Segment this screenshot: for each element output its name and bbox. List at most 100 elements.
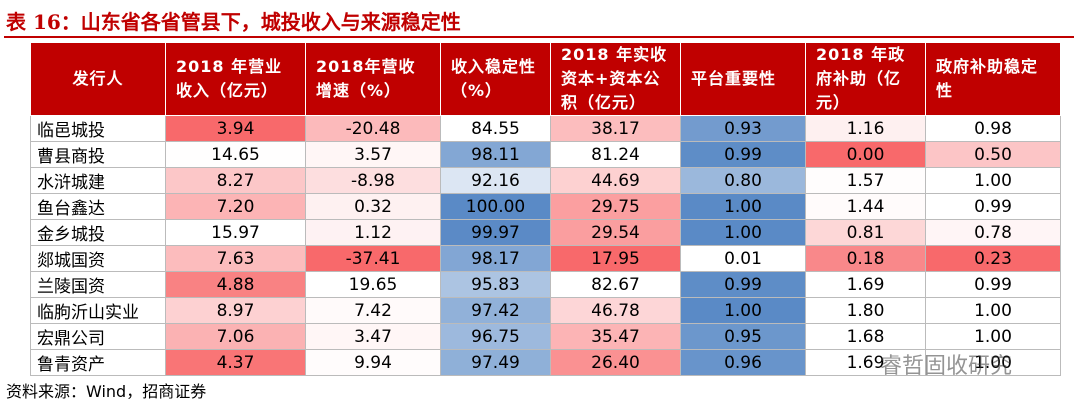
table-row: 曹县商投 14.65 3.57 98.11 81.24 0.99 0.00 0.50 bbox=[30, 141, 1061, 168]
watermark: 睿哲固收研究 bbox=[880, 354, 1013, 379]
issuer-cell: 郯城国资 bbox=[30, 245, 166, 272]
source: 资料来源：Wind，招商证券 bbox=[6, 382, 207, 401]
issuer-cell: 兰陵国资 bbox=[30, 271, 166, 298]
value-cell: 0.96 bbox=[680, 349, 806, 376]
issuer-cell: 宏鼎公司 bbox=[30, 323, 166, 350]
value-cell: 96.75 bbox=[440, 323, 551, 350]
header-cell: 2018 年营业收入（亿元） bbox=[165, 42, 306, 116]
value-cell: 0.01 bbox=[680, 245, 806, 272]
value-cell: 1.00 bbox=[680, 193, 806, 220]
value-cell: 97.42 bbox=[440, 297, 551, 324]
value-cell: 97.49 bbox=[440, 349, 551, 376]
header-cell: 发行人 bbox=[30, 42, 166, 116]
value-cell: 0.95 bbox=[680, 323, 806, 350]
value-cell: 98.11 bbox=[440, 141, 551, 168]
title-rule bbox=[4, 36, 1074, 38]
value-cell: 1.00 bbox=[925, 323, 1061, 350]
value-cell: 100.00 bbox=[440, 193, 551, 220]
header-row: 发行人 2018 年营业收入（亿元） 2018年营收增速（%） 收入稳定性（%） 201… bbox=[30, 42, 1061, 116]
value-cell: 1.69 bbox=[805, 271, 926, 298]
value-cell: 35.47 bbox=[550, 323, 681, 350]
title: 表 16：山东省各省管县下，城投收入与来源稳定性 bbox=[6, 10, 461, 34]
header-cell: 2018年营收增速（%） bbox=[305, 42, 441, 116]
value-cell: 1.57 bbox=[805, 167, 926, 194]
value-cell: 81.24 bbox=[550, 141, 681, 168]
value-cell: 0.99 bbox=[925, 271, 1061, 298]
value-cell: 98.17 bbox=[440, 245, 551, 272]
value-cell: 1.00 bbox=[925, 297, 1061, 324]
value-cell: 3.47 bbox=[305, 323, 441, 350]
value-cell: 15.97 bbox=[165, 219, 306, 246]
value-cell: 0.99 bbox=[680, 271, 806, 298]
value-cell: 4.37 bbox=[165, 349, 306, 376]
table-row: 金乡城投 15.97 1.12 99.97 29.54 1.00 0.81 0.78 bbox=[30, 219, 1061, 246]
table: 发行人 2018 年营业收入（亿元） 2018年营收增速（%） 收入稳定性（%） 201… bbox=[30, 42, 1061, 376]
value-cell: 7.06 bbox=[165, 323, 306, 350]
value-cell: 17.95 bbox=[550, 245, 681, 272]
issuer-cell: 金乡城投 bbox=[30, 219, 166, 246]
header-cell: 2018 年实收资本+资本公积（亿元） bbox=[550, 42, 681, 116]
value-cell: 1.00 bbox=[925, 349, 1061, 376]
value-cell: 1.80 bbox=[805, 297, 926, 324]
table-row: 郯城国资 7.63 -37.41 98.17 17.95 0.01 0.18 0.23 bbox=[30, 245, 1061, 272]
value-cell: 46.78 bbox=[550, 297, 681, 324]
value-cell: 19.65 bbox=[305, 271, 441, 298]
value-cell: 1.00 bbox=[680, 297, 806, 324]
issuer-cell: 鱼台鑫达 bbox=[30, 193, 166, 220]
value-cell: 1.68 bbox=[805, 323, 926, 350]
value-cell: 1.44 bbox=[805, 193, 926, 220]
value-cell: 3.94 bbox=[165, 115, 306, 142]
value-cell: 4.88 bbox=[165, 271, 306, 298]
value-cell: 92.16 bbox=[440, 167, 551, 194]
value-cell: 3.57 bbox=[305, 141, 441, 168]
table-row: 水浒城建 8.27 -8.98 92.16 44.69 0.80 1.57 1.00 bbox=[30, 167, 1061, 194]
value-cell: -20.48 bbox=[305, 115, 441, 142]
value-cell: -8.98 bbox=[305, 167, 441, 194]
value-cell: 14.65 bbox=[165, 141, 306, 168]
value-cell: 0.00 bbox=[805, 141, 926, 168]
value-cell: 1.69 bbox=[805, 349, 926, 376]
value-cell: 38.17 bbox=[550, 115, 681, 142]
value-cell: 7.42 bbox=[305, 297, 441, 324]
header-cell: 收入稳定性（%） bbox=[440, 42, 551, 116]
value-cell: 29.54 bbox=[550, 219, 681, 246]
value-cell: 95.83 bbox=[440, 271, 551, 298]
value-cell: 0.78 bbox=[925, 219, 1061, 246]
value-cell: 29.75 bbox=[550, 193, 681, 220]
value-cell: 99.97 bbox=[440, 219, 551, 246]
value-cell: 0.32 bbox=[305, 193, 441, 220]
issuer-cell: 水浒城建 bbox=[30, 167, 166, 194]
value-cell: 0.23 bbox=[925, 245, 1061, 272]
value-cell: 1.00 bbox=[925, 167, 1061, 194]
value-cell: 26.40 bbox=[550, 349, 681, 376]
table-row: 临邑城投 3.94 -20.48 84.55 38.17 0.93 1.16 0.98 bbox=[30, 115, 1061, 142]
value-cell: 9.94 bbox=[305, 349, 441, 376]
value-cell: 7.63 bbox=[165, 245, 306, 272]
value-cell: -37.41 bbox=[305, 245, 441, 272]
issuer-cell: 临朐沂山实业 bbox=[30, 297, 166, 324]
value-cell: 8.27 bbox=[165, 167, 306, 194]
table-row: 临朐沂山实业 8.97 7.42 97.42 46.78 1.00 1.80 1.00 bbox=[30, 297, 1061, 324]
issuer-cell: 曹县商投 bbox=[30, 141, 166, 168]
value-cell: 0.93 bbox=[680, 115, 806, 142]
value-cell: 0.50 bbox=[925, 141, 1061, 168]
table-row: 鱼台鑫达 7.20 0.32 100.00 29.75 1.00 1.44 0.99 bbox=[30, 193, 1061, 220]
table-row: 鲁青资产 4.37 9.94 97.49 26.40 0.96 1.69 1.00 bbox=[30, 349, 1061, 376]
value-cell: 44.69 bbox=[550, 167, 681, 194]
value-cell: 0.99 bbox=[680, 141, 806, 168]
header-cell: 平台重要性 bbox=[680, 42, 806, 116]
value-cell: 7.20 bbox=[165, 193, 306, 220]
value-cell: 0.80 bbox=[680, 167, 806, 194]
issuer-cell: 鲁青资产 bbox=[30, 349, 166, 376]
value-cell: 1.12 bbox=[305, 219, 441, 246]
value-cell: 0.18 bbox=[805, 245, 926, 272]
value-cell: 0.98 bbox=[925, 115, 1061, 142]
table-row: 宏鼎公司 7.06 3.47 96.75 35.47 0.95 1.68 1.00 bbox=[30, 323, 1061, 350]
table-row: 兰陵国资 4.88 19.65 95.83 82.67 0.99 1.69 0.99 bbox=[30, 271, 1061, 298]
value-cell: 82.67 bbox=[550, 271, 681, 298]
value-cell: 0.81 bbox=[805, 219, 926, 246]
value-cell: 8.97 bbox=[165, 297, 306, 324]
value-cell: 1.00 bbox=[680, 219, 806, 246]
issuer-cell: 临邑城投 bbox=[30, 115, 166, 142]
